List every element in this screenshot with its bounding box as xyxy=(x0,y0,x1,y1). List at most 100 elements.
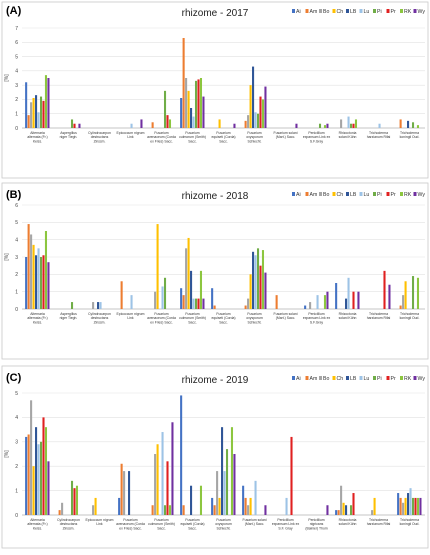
bar xyxy=(225,449,229,515)
bar xyxy=(247,115,250,128)
legend-swatch xyxy=(400,376,403,380)
x-tick-label: Fusarium avenaceum (Corda ex Fries) Sacc. xyxy=(147,131,176,143)
bar xyxy=(39,257,43,309)
bar xyxy=(340,119,343,128)
bar xyxy=(27,115,30,128)
bar xyxy=(373,497,376,515)
y-tick-label: 3 xyxy=(15,255,18,261)
bar xyxy=(256,113,260,128)
bar xyxy=(223,471,226,515)
bar xyxy=(335,283,338,309)
bar xyxy=(378,123,381,128)
bar xyxy=(187,237,190,309)
bar xyxy=(192,298,195,309)
bar xyxy=(97,302,100,309)
bar xyxy=(388,284,391,309)
legend-swatch xyxy=(373,9,376,13)
x-tick-label: Fusarium solani (Mart.) Sacc. xyxy=(274,131,298,139)
y-tick-label: 4 xyxy=(15,69,18,75)
x-tick-label: Rhizoctonia solani Kühn xyxy=(339,312,357,320)
bar xyxy=(118,497,121,515)
bar xyxy=(73,123,76,128)
bar xyxy=(199,485,203,515)
bar xyxy=(39,96,43,128)
bar xyxy=(254,480,257,515)
bar xyxy=(192,116,195,128)
legend-label: Ch xyxy=(337,9,344,15)
bar xyxy=(345,505,348,515)
bar xyxy=(47,461,50,515)
y-tick-label: 2 xyxy=(15,464,18,470)
bar xyxy=(247,298,250,309)
bar xyxy=(399,119,402,128)
y-tick-label: 2 xyxy=(15,272,18,278)
legend-swatch xyxy=(400,192,403,196)
x-tick-label: Cylindrocarpon destructans Zinssm. xyxy=(88,131,111,143)
bar xyxy=(47,262,50,309)
legend-swatch xyxy=(332,9,336,13)
y-tick-label: 4 xyxy=(15,237,18,243)
y-tick-label: 3 xyxy=(15,83,18,89)
legend-swatch xyxy=(386,192,390,196)
bar xyxy=(94,497,97,515)
bar xyxy=(409,488,412,515)
bar xyxy=(318,123,322,128)
bar xyxy=(156,444,159,515)
legend-swatch xyxy=(346,192,349,196)
x-tick-label: Fusarium solani (Mart.) Sacc. xyxy=(243,518,267,526)
bar xyxy=(32,466,35,515)
y-tick-label: 4 xyxy=(15,415,18,421)
bar xyxy=(92,505,95,515)
bar xyxy=(44,75,48,128)
bar xyxy=(352,291,355,309)
x-tick-label: Fusarium culmorum (Smith) Sacc. xyxy=(179,131,206,143)
legend-swatch xyxy=(305,376,309,380)
bar xyxy=(323,125,327,128)
bar xyxy=(345,298,348,309)
x-tick-label: Alternaria alternata (Fr.) Keiss. xyxy=(27,312,47,324)
x-tick-label: Fusarium oxysporum Schlecht. xyxy=(246,312,263,324)
bar xyxy=(218,119,221,128)
bar xyxy=(233,454,236,515)
y-tick-label: 6 xyxy=(15,203,18,209)
x-tick-label: Trichoderma koningii Oud. xyxy=(400,518,420,526)
bar xyxy=(347,116,350,128)
bar xyxy=(161,286,164,309)
bar xyxy=(32,244,35,309)
bar xyxy=(123,471,126,515)
bar xyxy=(230,427,234,515)
bar xyxy=(42,100,45,128)
y-axis-label: [%] xyxy=(4,253,10,261)
bar xyxy=(256,248,260,309)
bar xyxy=(166,461,169,515)
x-tick-label: Trichoderma harzianum Rifai xyxy=(367,518,391,526)
bar xyxy=(349,123,353,128)
x-tick-label: Epicoccum nigrum Link xyxy=(86,518,114,526)
bar xyxy=(190,270,193,309)
x-tick-label: Alternaria alternata (Fr.) Keiss. xyxy=(27,131,47,143)
legend-label: Pr xyxy=(391,376,396,382)
x-tick-label: Aspergillus niger Tiegh. xyxy=(60,131,78,139)
bar xyxy=(130,123,133,128)
panel-frame xyxy=(1,1,429,179)
x-tick-label: Rhizoctonia solani Kühn xyxy=(339,131,357,139)
bar xyxy=(244,120,247,128)
legend-label: Bo xyxy=(323,9,329,15)
bar xyxy=(25,436,28,515)
bar xyxy=(211,288,214,309)
legend-swatch xyxy=(400,9,403,13)
legend-label: Bo xyxy=(323,192,329,198)
legend-label: LB xyxy=(350,9,357,15)
bar xyxy=(349,505,353,515)
bar xyxy=(304,305,307,309)
bar xyxy=(252,66,255,128)
bar xyxy=(70,480,74,515)
bar xyxy=(37,248,40,309)
legend-label: Ai xyxy=(296,192,301,198)
legend-label: Wy xyxy=(418,192,426,198)
bar xyxy=(218,497,221,515)
legend-swatch xyxy=(413,376,417,380)
bar xyxy=(180,98,183,128)
bar xyxy=(404,497,407,515)
